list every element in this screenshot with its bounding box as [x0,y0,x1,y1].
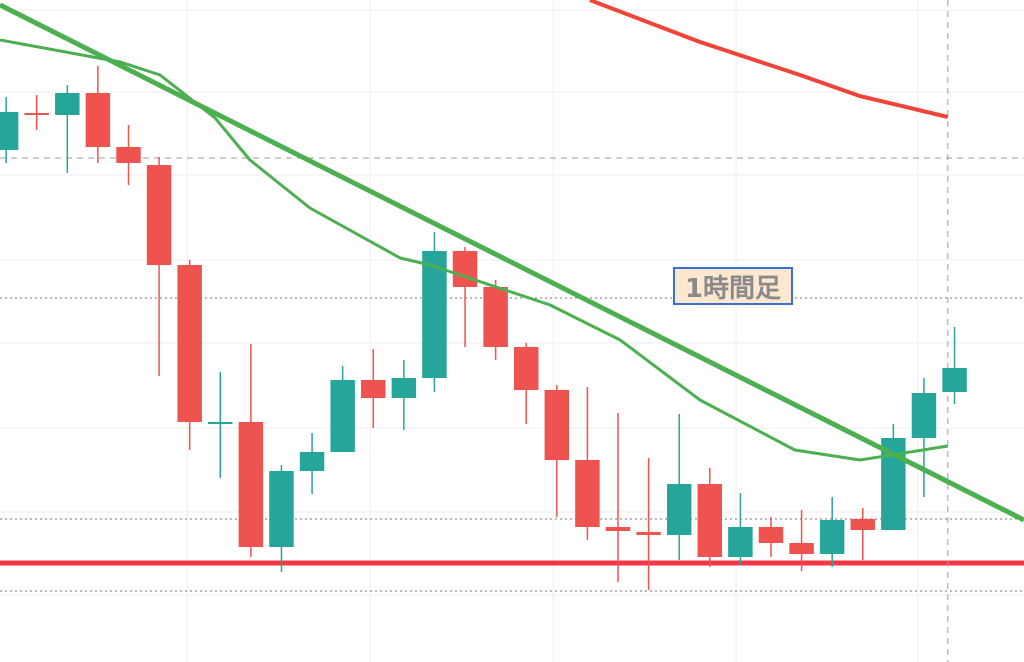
annotation: 1時間足 [673,267,793,305]
candle-body [789,543,814,554]
candle-body [452,251,478,287]
candle-body [208,422,233,424]
candle-body [116,147,141,163]
candle-body [666,484,692,535]
candle-body [24,113,49,115]
candle-body [758,527,784,543]
candle-body [605,527,631,531]
candle-body [728,527,753,557]
indicator-line [589,0,949,119]
candle-body [330,380,355,452]
candle-body [391,378,417,398]
candle-body [483,287,508,347]
candle-body [575,460,600,527]
candle-body [422,251,447,378]
candle-body [177,265,202,422]
candle-body [819,520,845,554]
candle-body [269,471,294,547]
candle-body [238,422,264,547]
candle-body [85,93,111,147]
indicator-line [0,2,1024,523]
candle-body [544,390,570,460]
candle-body [361,380,386,398]
candle-body [911,393,937,438]
candle-body [697,484,723,557]
candle-body [55,93,80,115]
candle-body [513,347,539,390]
candle-body [942,368,967,392]
candle-body [146,165,172,265]
candle-body [0,112,19,150]
indicator-line [0,38,949,462]
candle-body [299,452,325,471]
candle-body [850,519,876,530]
candle-body [636,532,661,535]
